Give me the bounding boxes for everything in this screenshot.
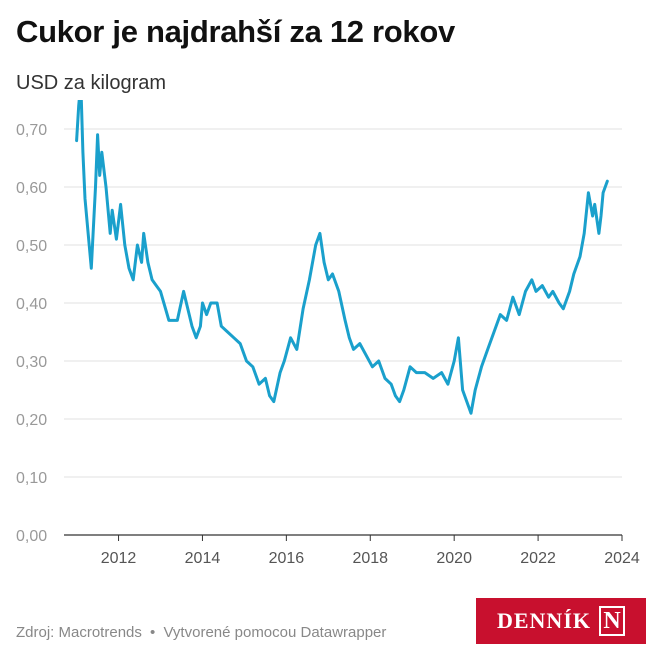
y-tick-label: 0,40 xyxy=(16,296,47,313)
sugar-price-line xyxy=(75,100,609,415)
x-tick-label: 2018 xyxy=(352,550,388,567)
y-tick-label: 0,60 xyxy=(16,180,47,197)
credit-label: Vytvorené pomocou Datawrapper xyxy=(163,624,387,641)
logo-wordmark: DENNÍK xyxy=(496,608,591,633)
y-tick-label: 0,50 xyxy=(16,238,47,255)
chart-footer: Zdroj: Macrotrends • Vytvorené pomocou D… xyxy=(16,624,386,641)
x-tick-label: 2014 xyxy=(185,550,221,567)
footer-separator: • xyxy=(150,624,156,641)
y-tick-label: 0,10 xyxy=(16,470,47,487)
x-tick-label: 2012 xyxy=(101,550,137,567)
x-tick-label: 2024 xyxy=(604,550,640,567)
logo-n-mark: N xyxy=(599,606,625,636)
chart-subtitle: USD za kilogram xyxy=(16,72,167,94)
y-tick-label: 0,20 xyxy=(16,412,47,429)
x-tick-label: 2022 xyxy=(520,550,556,567)
y-tick-label: 0,00 xyxy=(16,528,47,545)
chart-title: Cukor je najdrahší za 12 rokov xyxy=(16,14,455,49)
grid-lines xyxy=(64,128,622,478)
x-axis-ticks: 2012 2014 2016 2018 2020 2022 2024 xyxy=(101,535,640,567)
source-label: Zdroj: Macrotrends xyxy=(16,624,142,641)
line-chart: 0,000,100,200,300,400,500,600,70 2012 201… xyxy=(16,100,640,567)
y-axis-ticks: 0,00 0,10 0,20 0,30 0,40 0,50 0,60 0,70 xyxy=(16,122,47,545)
x-tick-label: 2020 xyxy=(436,550,472,567)
x-tick-label: 2016 xyxy=(269,550,305,567)
y-tick-label: 0,30 xyxy=(16,354,47,371)
dennik-n-logo: DENNÍK N xyxy=(476,598,646,644)
y-tick-label: 0,70 xyxy=(16,122,47,139)
